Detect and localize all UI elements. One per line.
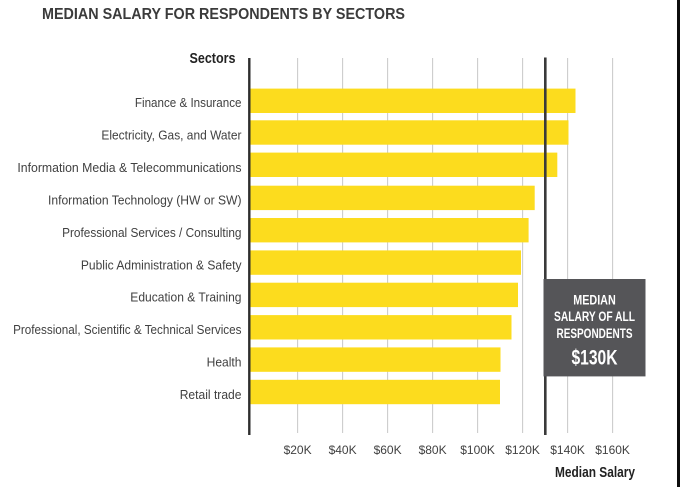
svg-text:$80K: $80K bbox=[419, 443, 447, 457]
svg-text:$140K: $140K bbox=[550, 443, 585, 457]
svg-text:Health: Health bbox=[207, 355, 242, 370]
svg-text:$20K: $20K bbox=[284, 443, 312, 457]
svg-text:Public Administration & Safety: Public Administration & Safety bbox=[81, 257, 242, 272]
svg-text:MEDIAN SALARY FOR RESPONDENTS: MEDIAN SALARY FOR RESPONDENTS BY SECTORS bbox=[42, 6, 405, 23]
svg-text:Professional, Scientific & Tec: Professional, Scientific & Technical Ser… bbox=[13, 322, 242, 337]
svg-text:SALARY OF ALL: SALARY OF ALL bbox=[554, 309, 635, 325]
svg-text:Education & Training: Education & Training bbox=[130, 290, 241, 305]
svg-text:$40K: $40K bbox=[329, 443, 357, 457]
svg-text:Sectors: Sectors bbox=[190, 51, 236, 67]
svg-text:Information Media & Telecommun: Information Media & Telecommunications bbox=[17, 160, 242, 175]
svg-text:$120K: $120K bbox=[505, 443, 540, 457]
svg-text:Retail trade: Retail trade bbox=[180, 387, 242, 402]
svg-text:Information Technology (HW or: Information Technology (HW or SW) bbox=[48, 193, 242, 208]
svg-text:$160K: $160K bbox=[595, 443, 630, 457]
svg-text:RESPONDENTS: RESPONDENTS bbox=[557, 326, 633, 342]
svg-text:Electricity, Gas, and Water: Electricity, Gas, and Water bbox=[101, 128, 242, 143]
svg-text:Professional Services / Consul: Professional Services / Consulting bbox=[62, 225, 241, 240]
svg-text:$60K: $60K bbox=[374, 443, 402, 457]
svg-text:Median Salary: Median Salary bbox=[555, 464, 636, 481]
svg-text:$130K: $130K bbox=[572, 347, 618, 370]
svg-text:MEDIAN: MEDIAN bbox=[573, 293, 616, 309]
svg-text:$100K: $100K bbox=[460, 443, 495, 457]
svg-text:Finance & Insurance: Finance & Insurance bbox=[135, 95, 242, 110]
